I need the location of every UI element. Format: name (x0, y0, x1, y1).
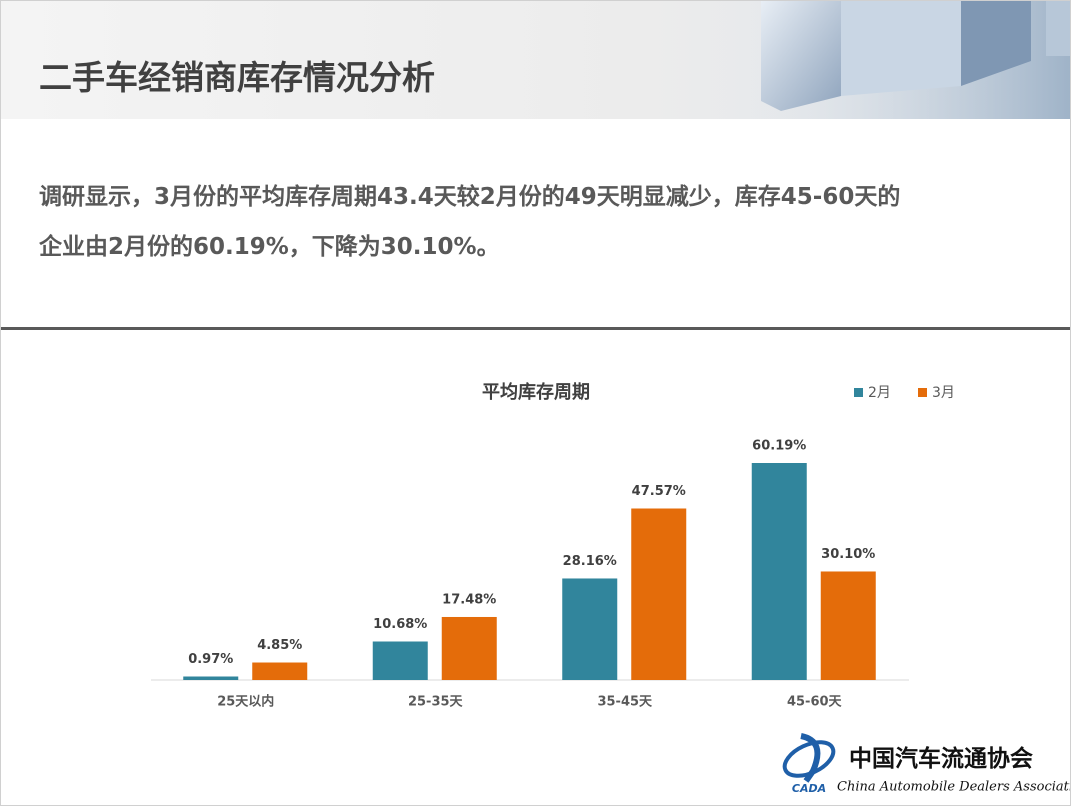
data-label: 4.85% (257, 638, 302, 653)
bar (631, 508, 687, 680)
data-label: 47.57% (632, 484, 686, 499)
header-decoration (691, 1, 1070, 119)
logo-english: China Automobile Dealers Association (837, 780, 1070, 795)
data-label: 30.10% (821, 547, 875, 562)
bar (252, 662, 308, 680)
data-label: 10.68% (373, 617, 427, 632)
data-label: 17.48% (442, 592, 496, 607)
bar (820, 571, 876, 680)
bar (372, 641, 428, 680)
data-label: 0.97% (188, 652, 233, 667)
x-tick-label: 25天以内 (217, 694, 274, 710)
x-tick-label: 45-60天 (787, 695, 843, 710)
x-tick-label: 35-45天 (597, 695, 653, 710)
summary-line: 调研显示，3月份的平均库存周期43.4天较2月份的49天明显减少，库存45-60… (39, 184, 901, 210)
legend-swatch (854, 388, 863, 397)
logo: CADA 中国汽车流通协会 China Automobile Dealers A… (782, 733, 1070, 795)
legend-label: 3月 (932, 385, 955, 401)
bar (441, 616, 497, 680)
legend-swatch (918, 388, 927, 397)
x-tick-label: 25-35天 (408, 695, 464, 710)
logo-abbr: CADA (792, 782, 826, 795)
summary-line: 企业由2月份的60.19%，下降为30.10%。 (39, 234, 500, 260)
bar (183, 676, 239, 680)
data-label: 60.19% (752, 439, 806, 454)
chart-title: 平均库存周期 (482, 381, 590, 403)
divider (1, 327, 1070, 330)
data-label: 28.16% (563, 554, 617, 569)
bar (562, 578, 618, 680)
legend-label: 2月 (868, 385, 891, 401)
header-band: 二手车经销商库存情况分析 (1, 1, 1070, 119)
logo-name: 中国汽车流通协会 (849, 745, 1033, 772)
bar (751, 463, 807, 680)
slide-title: 二手车经销商库存情况分析 (39, 58, 435, 97)
